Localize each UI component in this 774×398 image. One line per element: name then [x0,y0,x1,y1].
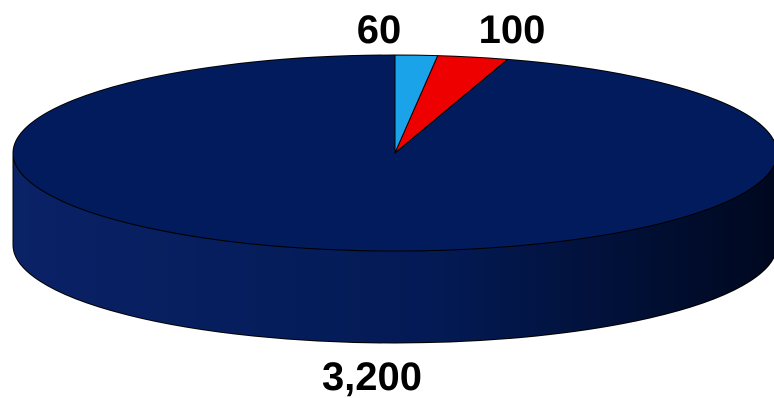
pie-slice-3200 [12,54,774,252]
pie-data-labels: 60 100 3,200 [322,8,545,398]
data-label-60: 60 [357,8,402,52]
data-label-100: 100 [479,8,546,52]
data-label-3200: 3,200 [322,355,422,398]
pie-top-face [12,54,774,252]
